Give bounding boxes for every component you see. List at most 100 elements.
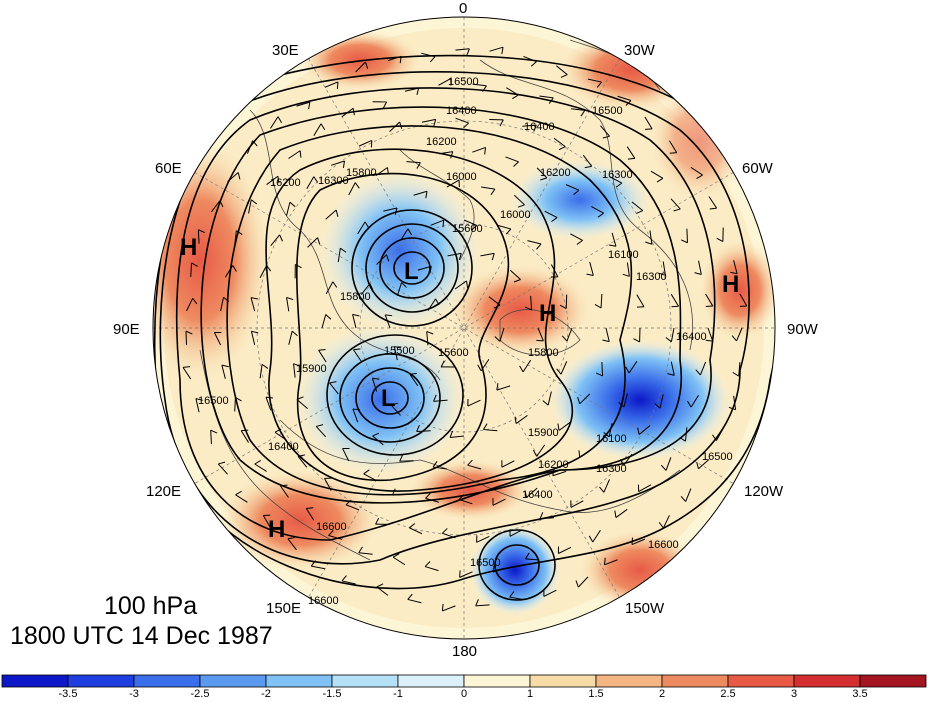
- wind-barb-flag: [195, 398, 203, 401]
- contour-label: 16100: [608, 249, 639, 261]
- wind-barb: [481, 186, 496, 190]
- lon-label-60w: 60W: [742, 160, 773, 177]
- wind-barb-flag: [552, 468, 555, 476]
- wind-barb-flag: [399, 121, 403, 129]
- wind-barb-flag: [352, 408, 360, 411]
- wind-barb: [636, 294, 645, 307]
- wind-barb: [427, 298, 437, 311]
- wind-barb: [489, 46, 504, 52]
- wind-barb: [611, 232, 617, 247]
- wind-barb: [293, 363, 296, 378]
- contour-label: 16300: [318, 175, 349, 187]
- wind-barb: [331, 160, 345, 166]
- wind-barb: [587, 78, 602, 83]
- wind-barb-flag: [409, 523, 416, 529]
- wind-barb: [393, 346, 398, 361]
- wind-barb: [337, 248, 341, 263]
- wind-barb-flag: [345, 499, 352, 506]
- wind-barb-flag: [261, 363, 269, 369]
- wind-barb: [307, 237, 318, 248]
- wind-barb-flag: [252, 140, 258, 147]
- height-contours: [153, 54, 775, 601]
- contour-label: 16000: [446, 171, 477, 183]
- wind-barb-flag: [363, 469, 370, 475]
- wind-barb-flag: [399, 454, 404, 462]
- wind-barb-flag: [509, 591, 515, 598]
- wind-barb-flag: [335, 209, 339, 217]
- wind-barb-flag: [241, 429, 249, 432]
- wind-barb: [480, 358, 490, 372]
- wind-barb-flag: [386, 167, 389, 175]
- contour-label: 16500: [198, 395, 229, 407]
- wind-barb: [659, 394, 664, 409]
- wind-barb-flag: [442, 220, 445, 228]
- wind-barb: [650, 170, 664, 179]
- wind-barb: [375, 167, 388, 176]
- wind-barb-flag: [313, 176, 319, 183]
- wind-barb-flag: [289, 201, 296, 208]
- wind-barb: [708, 196, 718, 209]
- wind-barb-flag: [637, 427, 640, 435]
- colorbar-swatch: [331, 674, 399, 688]
- wind-barb-flag: [291, 330, 298, 337]
- wind-barb: [480, 252, 495, 257]
- wind-barb-flag: [732, 371, 739, 377]
- wind-barb-flag: [627, 157, 635, 160]
- wind-barb: [669, 140, 678, 153]
- colorbar-tick-label: 0: [460, 688, 468, 700]
- wind-barb-flag: [310, 560, 316, 567]
- contour-label-group: 16500 16400 16400 16500 16200 16300 1620…: [198, 76, 733, 607]
- wind-barb: [305, 508, 315, 521]
- wind-barb: [355, 61, 366, 73]
- wind-barb: [558, 421, 571, 431]
- wind-barb: [217, 463, 229, 475]
- wind-barb-flag: [680, 239, 688, 244]
- wind-barb-flag: [542, 400, 549, 406]
- wind-barb: [665, 457, 672, 471]
- wind-barb-flag: [425, 191, 428, 199]
- wind-barb-flag: [532, 450, 538, 457]
- colorbar-swatch: [859, 674, 927, 688]
- wind-barb: [476, 536, 490, 543]
- wind-barb: [603, 479, 610, 493]
- wind-barb: [459, 571, 473, 578]
- wind-barb: [371, 377, 378, 392]
- lon-label-0: 0: [459, 0, 468, 17]
- wind-barb: [421, 118, 436, 123]
- wind-barb: [324, 81, 339, 88]
- wind-barb-flag: [392, 553, 400, 558]
- wind-barb: [318, 349, 327, 363]
- colorbar-tick-label: 3: [790, 688, 798, 700]
- valid-time-title: 1800 UTC 14 Dec 1987: [10, 622, 273, 650]
- wind-barb-flag: [499, 119, 504, 127]
- wind-barb-flag: [182, 366, 191, 368]
- wind-barb-flag: [341, 575, 347, 582]
- contour-label: 16500: [448, 76, 479, 88]
- wind-barb: [341, 580, 356, 585]
- wind-barb: [539, 95, 554, 99]
- contour-label: 15800: [340, 291, 371, 303]
- wind-barb-flag: [687, 400, 692, 408]
- wind-barb-flag: [293, 363, 301, 367]
- wind-barb: [392, 556, 406, 566]
- wind-barb-flag: [705, 339, 713, 342]
- contour-label: 15500: [384, 345, 415, 357]
- wind-barb: [358, 140, 373, 147]
- wind-barb-flag: [426, 330, 434, 335]
- wind-barb-flag: [237, 172, 241, 180]
- wind-barb-flag: [352, 108, 355, 116]
- wind-barb: [463, 219, 478, 226]
- wind-barb: [514, 194, 525, 206]
- wind-barb-flag: [342, 160, 345, 168]
- wind-barb: [407, 598, 422, 604]
- wind-barb-flag: [482, 423, 488, 430]
- wind-barb: [506, 87, 519, 96]
- wind-barb-flag: [491, 253, 495, 261]
- contour-label: 16200: [540, 167, 571, 179]
- wind-barb-flag: [604, 557, 606, 565]
- wind-barb: [698, 260, 702, 275]
- wind-barb-flag: [492, 565, 495, 573]
- wind-barb-flag: [409, 372, 417, 375]
- wind-barb: [450, 435, 465, 438]
- wind-barb: [404, 87, 419, 92]
